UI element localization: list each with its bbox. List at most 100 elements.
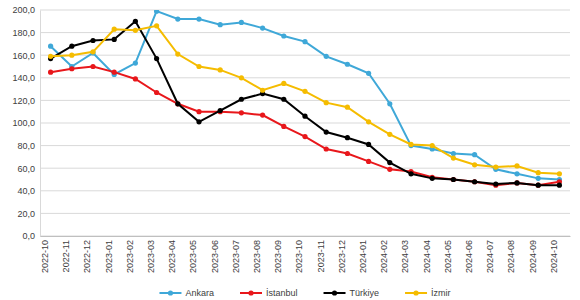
x-tick-label: 2024-05: [443, 240, 453, 273]
grid-line: [40, 190, 570, 191]
series-point: [387, 160, 392, 165]
x-tick: 2023-10: [294, 236, 305, 273]
series-point: [260, 88, 265, 93]
series-point: [260, 112, 265, 117]
x-tick-label: 2023-10: [294, 240, 304, 273]
legend-marker: [413, 290, 418, 295]
series-point: [218, 67, 223, 72]
series-point: [218, 22, 223, 27]
series-point: [90, 38, 95, 43]
x-tick: 2024-02: [379, 236, 390, 273]
grid-line: [40, 213, 570, 214]
series-point: [133, 76, 138, 81]
series-point: [133, 28, 138, 33]
x-tick: 2022-10: [40, 236, 51, 273]
grid-line: [40, 77, 570, 78]
series-point: [239, 110, 244, 115]
series-point: [408, 171, 413, 176]
x-tick-label: 2023-07: [231, 240, 241, 273]
legend-label: İstanbul: [266, 288, 298, 298]
series-point: [366, 142, 371, 147]
x-tick: 2024-01: [358, 236, 369, 273]
series-point: [196, 109, 201, 114]
grid-line: [40, 10, 570, 11]
y-tick-label: 180,0: [12, 28, 35, 38]
x-tick-label: 2023-12: [337, 240, 347, 273]
series-line: [51, 11, 560, 179]
series-point: [239, 97, 244, 102]
x-tick-label: 2024-02: [379, 240, 389, 273]
y-tick: 200,0: [12, 5, 40, 15]
x-tick: 2023-04: [167, 236, 178, 273]
series-point: [196, 119, 201, 124]
series-line: [51, 26, 560, 174]
series-point: [69, 44, 74, 49]
y-tick: 120,0: [12, 96, 40, 106]
series-point: [90, 64, 95, 69]
y-tick: 140,0: [12, 73, 40, 83]
series-point: [493, 164, 498, 169]
series-point: [154, 56, 159, 61]
y-tick-label: 40,0: [17, 186, 35, 196]
series-point: [514, 163, 519, 168]
x-tick-label: 2024-04: [422, 240, 432, 273]
series-point: [472, 179, 477, 184]
series-point: [324, 146, 329, 151]
series-point: [112, 27, 117, 32]
x-tick: 2023-03: [146, 236, 157, 273]
grid-line: [40, 32, 570, 33]
series-point: [366, 71, 371, 76]
series-point: [69, 66, 74, 71]
y-tick-label: 140,0: [12, 73, 35, 83]
x-tick-label: 2023-02: [125, 240, 135, 273]
series-point: [408, 142, 413, 147]
x-tick-label: 2023-03: [146, 240, 156, 273]
x-tick: 2023-02: [125, 236, 136, 273]
x-tick: 2024-08: [506, 236, 517, 273]
y-tick-label: 80,0: [17, 141, 35, 151]
x-axis: 2022-102022-112022-122023-012023-022023-…: [40, 236, 571, 273]
legend-label: Türkiye: [350, 288, 380, 298]
y-tick-label: 100,0: [12, 118, 35, 128]
series-point: [133, 19, 138, 24]
legend-marker: [248, 290, 253, 295]
legend-label: Ankara: [185, 288, 214, 298]
series-point: [345, 151, 350, 156]
series-point: [281, 97, 286, 102]
x-tick: 2023-12: [337, 236, 348, 273]
series-point: [345, 62, 350, 67]
x-tick-label: 2023-05: [188, 240, 198, 273]
series-point: [366, 159, 371, 164]
series-point: [557, 183, 562, 188]
x-tick: 2023-09: [273, 236, 284, 273]
series-point: [345, 105, 350, 110]
x-tick: 2024-06: [464, 236, 475, 273]
series-point: [48, 54, 53, 59]
series-point: [175, 101, 180, 106]
grid-line: [40, 236, 570, 237]
x-tick-label: 2024-03: [400, 240, 410, 273]
legend-item: İstanbul: [240, 288, 298, 298]
series-point: [154, 23, 159, 28]
x-tick-label: 2024-08: [506, 240, 516, 273]
y-tick-label: 200,0: [12, 5, 35, 15]
y-tick: 0,0: [22, 231, 40, 241]
x-tick-label: 2023-06: [210, 240, 220, 273]
series-point: [281, 81, 286, 86]
series-point: [48, 44, 53, 49]
series-point: [472, 179, 477, 184]
x-tick-label: 2022-12: [82, 240, 92, 273]
series-point: [536, 183, 541, 188]
x-tick: 2023-07: [231, 236, 242, 273]
series-point: [451, 177, 456, 182]
series-point: [324, 129, 329, 134]
x-tick-label: 2024-06: [464, 240, 474, 273]
x-tick: 2023-01: [104, 236, 115, 273]
series-point: [302, 89, 307, 94]
series-point: [196, 64, 201, 69]
y-tick-label: 20,0: [17, 209, 35, 219]
legend-marker: [168, 290, 173, 295]
x-axis-line: [41, 236, 571, 237]
grid-line: [40, 123, 570, 124]
x-tick-label: 2023-09: [273, 240, 283, 273]
